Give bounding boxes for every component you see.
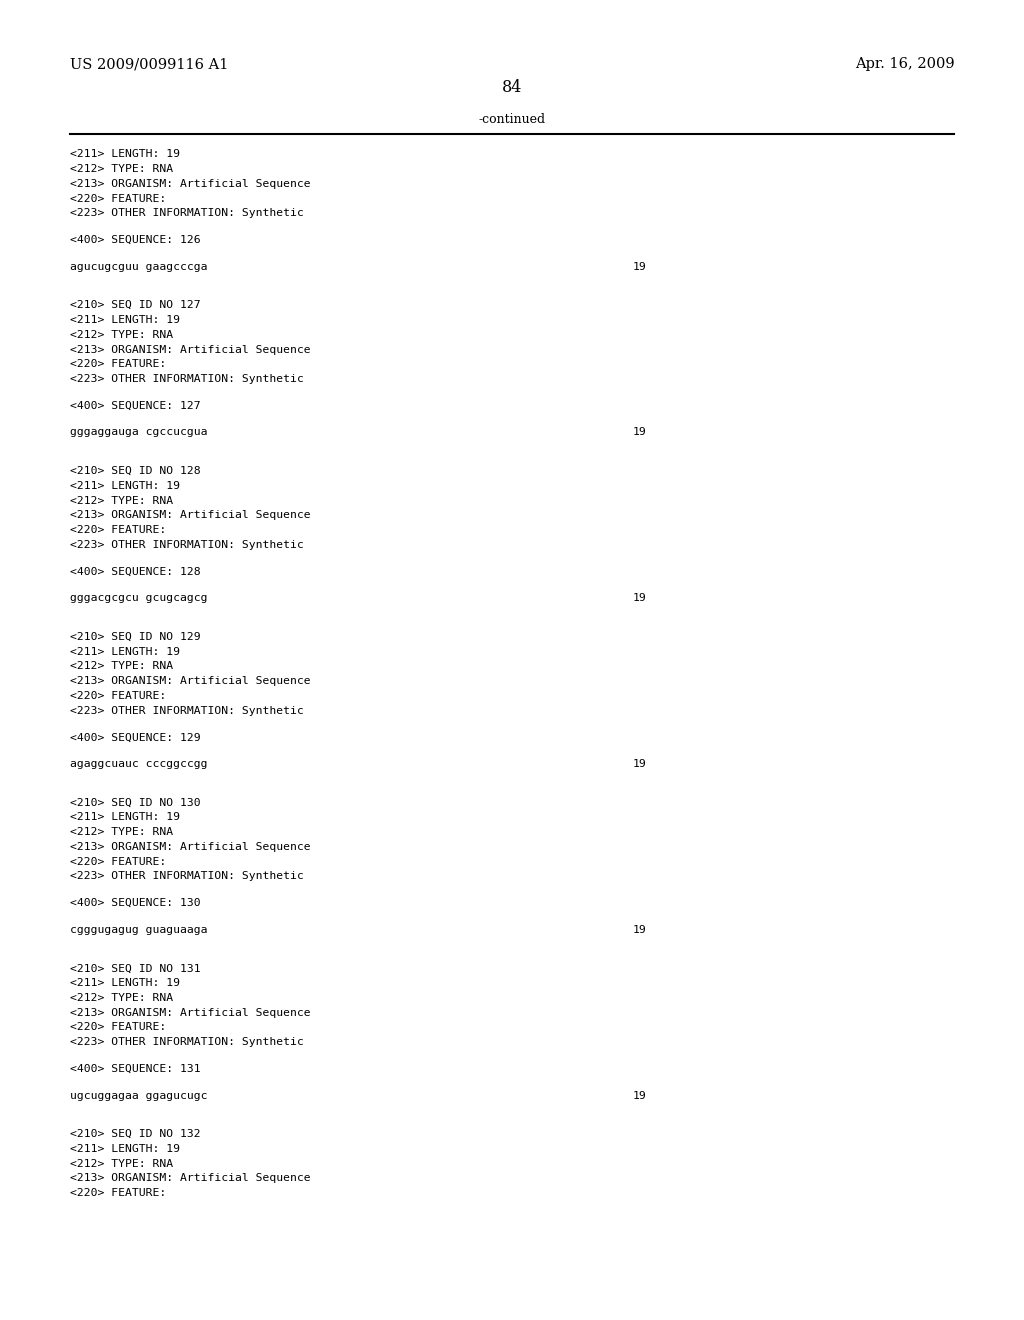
Text: <223> OTHER INFORMATION: Synthetic: <223> OTHER INFORMATION: Synthetic [70, 374, 303, 384]
Text: <210> SEQ ID NO 130: <210> SEQ ID NO 130 [70, 797, 201, 808]
Text: 84: 84 [502, 79, 522, 95]
Text: gggacgcgcu gcugcagcg: gggacgcgcu gcugcagcg [70, 593, 207, 603]
Text: <400> SEQUENCE: 129: <400> SEQUENCE: 129 [70, 733, 201, 742]
Text: <213> ORGANISM: Artificial Sequence: <213> ORGANISM: Artificial Sequence [70, 178, 310, 189]
Text: <223> OTHER INFORMATION: Synthetic: <223> OTHER INFORMATION: Synthetic [70, 871, 303, 882]
Text: 19: 19 [633, 759, 646, 770]
Text: <400> SEQUENCE: 127: <400> SEQUENCE: 127 [70, 401, 201, 411]
Text: 19: 19 [633, 593, 646, 603]
Text: <223> OTHER INFORMATION: Synthetic: <223> OTHER INFORMATION: Synthetic [70, 540, 303, 550]
Text: US 2009/0099116 A1: US 2009/0099116 A1 [70, 57, 228, 71]
Text: <212> TYPE: RNA: <212> TYPE: RNA [70, 330, 173, 339]
Text: cgggugagug guaguaaga: cgggugagug guaguaaga [70, 925, 207, 935]
Text: <213> ORGANISM: Artificial Sequence: <213> ORGANISM: Artificial Sequence [70, 1007, 310, 1018]
Text: <213> ORGANISM: Artificial Sequence: <213> ORGANISM: Artificial Sequence [70, 842, 310, 851]
Text: <212> TYPE: RNA: <212> TYPE: RNA [70, 828, 173, 837]
Text: <213> ORGANISM: Artificial Sequence: <213> ORGANISM: Artificial Sequence [70, 676, 310, 686]
Text: <213> ORGANISM: Artificial Sequence: <213> ORGANISM: Artificial Sequence [70, 345, 310, 355]
Text: <211> LENGTH: 19: <211> LENGTH: 19 [70, 149, 179, 160]
Text: <213> ORGANISM: Artificial Sequence: <213> ORGANISM: Artificial Sequence [70, 511, 310, 520]
Text: <210> SEQ ID NO 127: <210> SEQ ID NO 127 [70, 300, 201, 310]
Text: <211> LENGTH: 19: <211> LENGTH: 19 [70, 315, 179, 325]
Text: <400> SEQUENCE: 126: <400> SEQUENCE: 126 [70, 235, 201, 246]
Text: -continued: -continued [478, 114, 546, 125]
Text: <211> LENGTH: 19: <211> LENGTH: 19 [70, 1144, 179, 1154]
Text: <400> SEQUENCE: 128: <400> SEQUENCE: 128 [70, 566, 201, 577]
Text: gggaggauga cgccucgua: gggaggauga cgccucgua [70, 428, 207, 437]
Text: <212> TYPE: RNA: <212> TYPE: RNA [70, 661, 173, 672]
Text: <210> SEQ ID NO 131: <210> SEQ ID NO 131 [70, 964, 201, 973]
Text: <223> OTHER INFORMATION: Synthetic: <223> OTHER INFORMATION: Synthetic [70, 209, 303, 218]
Text: agucugcguu gaagcccga: agucugcguu gaagcccga [70, 261, 207, 272]
Text: <220> FEATURE:: <220> FEATURE: [70, 1188, 166, 1199]
Text: <220> FEATURE:: <220> FEATURE: [70, 690, 166, 701]
Text: ugcuggagaa ggagucugc: ugcuggagaa ggagucugc [70, 1090, 207, 1101]
Text: <400> SEQUENCE: 130: <400> SEQUENCE: 130 [70, 898, 201, 908]
Text: 19: 19 [633, 261, 646, 272]
Text: <220> FEATURE:: <220> FEATURE: [70, 1023, 166, 1032]
Text: <210> SEQ ID NO 128: <210> SEQ ID NO 128 [70, 466, 201, 477]
Text: 19: 19 [633, 925, 646, 935]
Text: <212> TYPE: RNA: <212> TYPE: RNA [70, 993, 173, 1003]
Text: <211> LENGTH: 19: <211> LENGTH: 19 [70, 647, 179, 656]
Text: <211> LENGTH: 19: <211> LENGTH: 19 [70, 812, 179, 822]
Text: <223> OTHER INFORMATION: Synthetic: <223> OTHER INFORMATION: Synthetic [70, 1038, 303, 1047]
Text: <212> TYPE: RNA: <212> TYPE: RNA [70, 495, 173, 506]
Text: <211> LENGTH: 19: <211> LENGTH: 19 [70, 978, 179, 989]
Text: 19: 19 [633, 1090, 646, 1101]
Text: 19: 19 [633, 428, 646, 437]
Text: <212> TYPE: RNA: <212> TYPE: RNA [70, 1159, 173, 1168]
Text: <220> FEATURE:: <220> FEATURE: [70, 857, 166, 867]
Text: <210> SEQ ID NO 129: <210> SEQ ID NO 129 [70, 632, 201, 642]
Text: <220> FEATURE:: <220> FEATURE: [70, 194, 166, 203]
Text: <213> ORGANISM: Artificial Sequence: <213> ORGANISM: Artificial Sequence [70, 1173, 310, 1184]
Text: <211> LENGTH: 19: <211> LENGTH: 19 [70, 480, 179, 491]
Text: <220> FEATURE:: <220> FEATURE: [70, 359, 166, 370]
Text: <212> TYPE: RNA: <212> TYPE: RNA [70, 164, 173, 174]
Text: <220> FEATURE:: <220> FEATURE: [70, 525, 166, 535]
Text: <400> SEQUENCE: 131: <400> SEQUENCE: 131 [70, 1064, 201, 1074]
Text: agaggcuauc cccggccgg: agaggcuauc cccggccgg [70, 759, 207, 770]
Text: <210> SEQ ID NO 132: <210> SEQ ID NO 132 [70, 1129, 201, 1139]
Text: Apr. 16, 2009: Apr. 16, 2009 [855, 57, 954, 71]
Text: <223> OTHER INFORMATION: Synthetic: <223> OTHER INFORMATION: Synthetic [70, 706, 303, 715]
